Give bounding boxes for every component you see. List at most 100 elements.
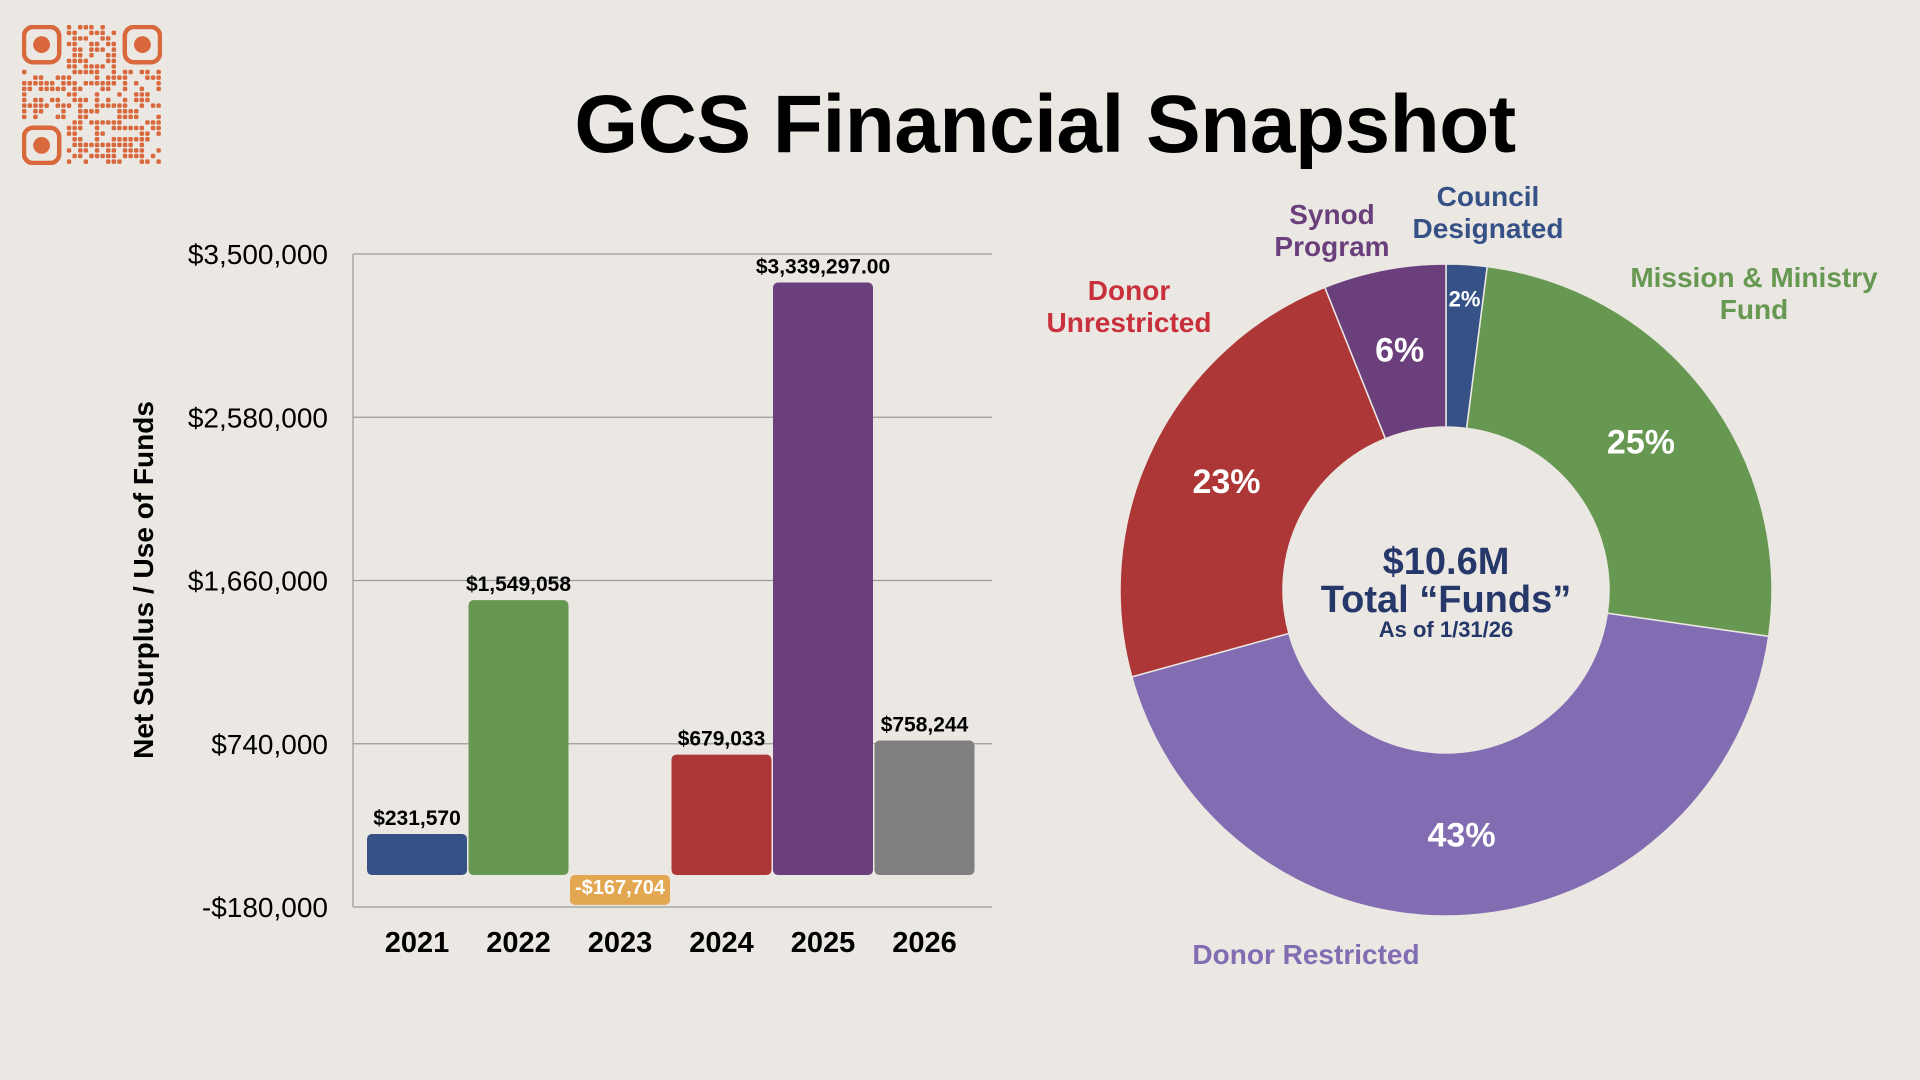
qr-module <box>106 159 111 164</box>
qr-module <box>139 92 145 97</box>
bar-2026 <box>874 740 975 876</box>
qr-module <box>89 69 94 75</box>
qr-module <box>156 120 161 125</box>
qr-module <box>111 137 117 142</box>
qr-module <box>78 142 83 148</box>
qr-module <box>106 148 111 153</box>
qr-module <box>106 75 111 80</box>
qr-module <box>78 97 83 103</box>
bar-2023 <box>570 875 670 905</box>
category-label: Mission & Ministry <box>1630 262 1878 293</box>
qr-module <box>55 75 61 80</box>
qr-module <box>72 58 77 64</box>
qr-module <box>94 30 100 36</box>
qr-module <box>156 148 161 153</box>
qr-module <box>106 86 111 92</box>
qr-module <box>111 159 117 164</box>
qr-module <box>61 114 66 120</box>
qr-module <box>27 103 33 108</box>
qr-module <box>145 131 150 136</box>
qr-module <box>100 103 105 108</box>
qr-module <box>150 125 156 131</box>
qr-module <box>145 159 150 164</box>
x-tick-label: 2022 <box>486 927 551 959</box>
qr-finder-outer <box>22 25 62 65</box>
qr-module <box>100 153 105 159</box>
qr-module <box>94 148 100 153</box>
qr-module <box>139 142 145 148</box>
slice-donor-restricted <box>1130 612 1770 917</box>
qr-module <box>22 114 27 120</box>
y-tick-label: $740,000 <box>211 729 328 760</box>
qr-module <box>89 153 94 159</box>
qr-module <box>122 153 128 159</box>
bar-2024 <box>671 754 772 876</box>
qr-module <box>72 120 77 125</box>
qr-module <box>94 47 100 52</box>
qr-module <box>94 92 100 97</box>
qr-module <box>128 114 133 120</box>
qr-module <box>122 86 128 92</box>
qr-module <box>134 81 139 86</box>
qr-module <box>145 75 150 80</box>
qr-module <box>134 114 139 120</box>
qr-module <box>78 148 83 153</box>
category-label: Designated <box>1413 213 1564 244</box>
category-label: Synod <box>1289 199 1375 230</box>
qr-module <box>94 69 100 75</box>
qr-module <box>78 153 83 159</box>
qr-module <box>100 142 105 148</box>
qr-module <box>66 25 72 30</box>
qr-module <box>22 109 27 114</box>
category-label: Program <box>1274 231 1389 262</box>
qr-module <box>128 142 133 148</box>
qr-module <box>83 159 89 164</box>
qr-module <box>61 75 66 80</box>
qr-module <box>145 137 150 142</box>
qr-module <box>72 47 77 52</box>
qr-module <box>72 69 77 75</box>
qr-module <box>111 69 117 75</box>
qr-module <box>78 53 83 58</box>
qr-module <box>139 159 145 164</box>
qr-module <box>61 109 66 114</box>
qr-module <box>78 125 83 131</box>
qr-module <box>72 86 77 92</box>
qr-module <box>106 103 111 108</box>
qr-module <box>106 41 111 47</box>
qr-module <box>38 109 44 114</box>
qr-module <box>33 97 38 103</box>
qr-module <box>139 131 145 136</box>
qr-module <box>128 137 133 142</box>
qr-module <box>72 97 77 103</box>
qr-module <box>66 64 72 69</box>
qr-finder-inner <box>33 137 50 154</box>
qr-module <box>94 64 100 69</box>
qr-module <box>128 109 133 114</box>
qr-module <box>122 75 128 80</box>
qr-module <box>139 137 145 142</box>
qr-module <box>145 92 150 97</box>
bar-2021 <box>367 833 467 876</box>
qr-module <box>117 125 122 131</box>
qr-module <box>150 103 156 108</box>
slice-percent-label: 2% <box>1449 286 1481 311</box>
qr-module <box>106 36 111 41</box>
qr-module <box>150 120 156 125</box>
qr-module <box>94 120 100 125</box>
qr-module <box>100 131 105 136</box>
qr-module <box>78 109 83 114</box>
qr-module <box>33 81 38 86</box>
slice-percent-label: 6% <box>1375 331 1424 369</box>
qr-module <box>111 120 117 125</box>
qr-module <box>134 153 139 159</box>
qr-module <box>66 58 72 64</box>
qr-module <box>27 81 33 86</box>
qr-module <box>134 109 139 114</box>
qr-module <box>156 114 161 120</box>
qr-module <box>111 41 117 47</box>
qr-module <box>22 86 27 92</box>
qr-module <box>72 36 77 41</box>
qr-module <box>122 125 128 131</box>
qr-module <box>72 41 77 47</box>
